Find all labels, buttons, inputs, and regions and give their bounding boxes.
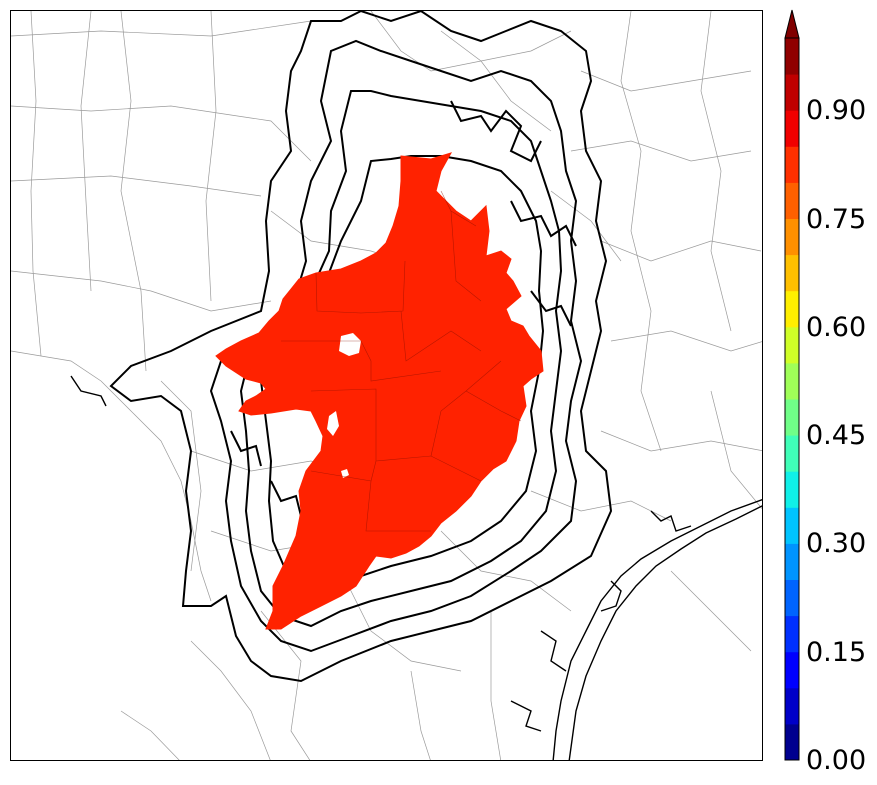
colorbar-segment — [785, 362, 799, 400]
colorbar-segment — [785, 326, 799, 364]
colorbar-tick-label: 0.45 — [806, 420, 867, 452]
colorbar-outline — [784, 37, 800, 761]
colorbar-tick-label: 0.30 — [806, 528, 867, 560]
map-canvas — [11, 11, 762, 760]
colorbar-extend-arrow — [784, 9, 800, 39]
colorbar-segment — [785, 507, 799, 544]
colorbar-segment — [785, 74, 799, 111]
colorbar-segment — [785, 38, 799, 75]
colorbar-segment — [785, 435, 799, 472]
colorbar-tick-label: 0.90 — [806, 95, 867, 127]
colorbar-segment — [785, 218, 799, 256]
colorbar-svg — [784, 9, 800, 761]
coastline — [70, 375, 762, 760]
colorbar-segment — [785, 471, 799, 508]
map-panel — [10, 10, 763, 761]
colorbar-segment — [785, 651, 799, 689]
colorbar-tick-label: 0.00 — [806, 745, 867, 776]
colorbar-tick-label: 0.15 — [806, 636, 867, 668]
colorbar-segment — [785, 110, 799, 147]
colorbar-segment — [785, 254, 799, 292]
high-probability-region — [215, 152, 544, 630]
colorbar-segment — [785, 182, 799, 219]
colorbar-segment — [785, 399, 799, 436]
colorbar-segment — [785, 290, 799, 328]
colorbar-segment — [785, 615, 799, 653]
colorbar-segment — [785, 146, 799, 183]
colorbar-tick-label: 0.75 — [806, 203, 867, 235]
colorbar-segment — [785, 579, 799, 617]
fill-county-lines — [281, 190, 522, 532]
colorbar-segment — [785, 723, 799, 761]
colorbar-segment — [785, 543, 799, 580]
colorbar: 0.00 0.15 0.30 0.45 0.60 0.75 0.90 — [780, 8, 875, 774]
colorbar-tick-label: 0.60 — [806, 311, 867, 343]
colorbar-segment — [785, 687, 799, 725]
